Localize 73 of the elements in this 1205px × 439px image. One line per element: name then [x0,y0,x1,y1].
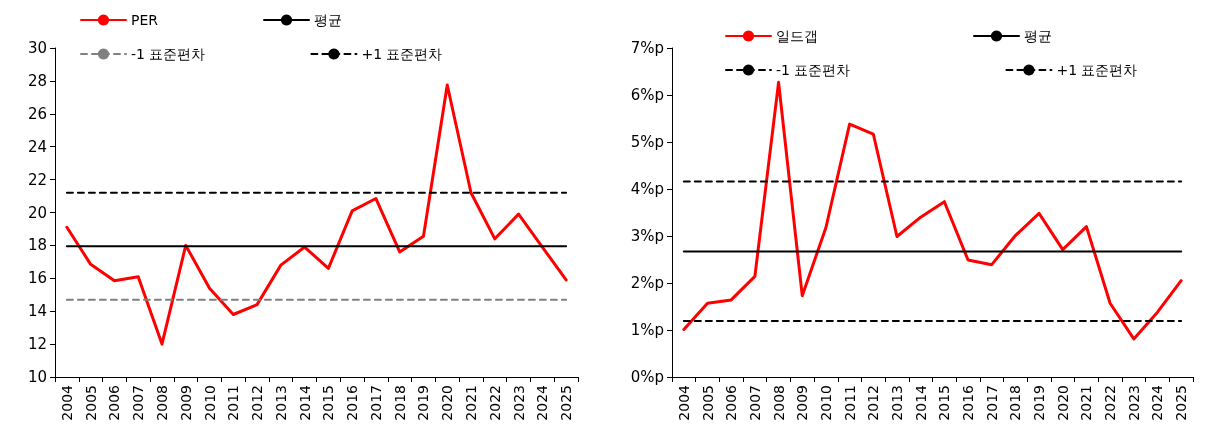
x-tick-label: 2019 [1031,385,1048,421]
y-tick-label: 22 [27,170,47,189]
x-tick-label: 2015 [936,385,953,421]
x-tick-label: 2013 [272,385,289,421]
legend-label: 평균 [314,12,343,28]
x-tick-label: 2020 [1054,385,1071,421]
x-tick-label: 2008 [770,385,787,421]
y-tick-label: 5%p [630,133,664,151]
x-tick-label: 2020 [439,385,456,421]
y-tick-label: 28 [27,71,47,90]
line-series [682,80,1183,341]
x-tick-label: 2011 [225,385,242,421]
x-tick-label: 2015 [320,385,337,421]
x-tick-label: 2016 [960,384,977,421]
x-tick-label: 2021 [463,385,480,421]
x-tick-label: 2006 [723,384,740,421]
y-tick-label: 14 [27,302,47,321]
x-tick-label: 2023 [1125,385,1142,421]
legend-label: -1 표준편차 [131,46,206,62]
x-tick-label: 2017 [983,385,1000,421]
legend-label: -1 표준편차 [776,62,851,78]
y-tick-label: 4%p [630,180,664,198]
y-tick-label: 10 [27,368,47,386]
x-tick-label: 2024 [1149,384,1166,421]
line-series [65,83,568,346]
x-tick-label: 2007 [746,385,763,421]
legend-label: 일드갭 [776,28,818,44]
y-tick-label: 16 [27,269,47,288]
x-tick-label: 2022 [1102,385,1119,421]
y-tick-label: 1%p [630,321,664,339]
x-tick-label: 2014 [296,384,313,421]
y-tick-label: 0%p [630,368,664,386]
x-tick-label: 2023 [510,385,527,421]
y-tick-label: 3%p [630,227,664,245]
x-tick-label: 2009 [177,385,194,421]
x-tick-label: 2018 [391,385,408,421]
x-tick-label: 2005 [699,385,716,421]
y-tick-label: 12 [27,335,47,354]
y-tick-label: 6%p [630,86,664,104]
x-tick-label: 2014 [912,384,929,421]
x-tick-label: 2004 [675,384,692,421]
x-tick-label: 2011 [841,385,858,421]
x-tick-label: 2021 [1078,385,1095,421]
x-tick-label: 2012 [249,385,266,421]
x-tick-label: 2022 [486,385,503,421]
x-tick-label: 2006 [106,384,123,421]
x-tick-label: 2012 [865,385,882,421]
x-tick-label: 2024 [534,384,551,421]
legend-label: +1 표준편차 [361,46,443,62]
x-tick-label: 2018 [1007,385,1024,421]
y-tick-label: 26 [27,104,47,123]
y-tick-label: 20 [27,203,47,222]
x-tick-label: 2025 [558,385,575,421]
x-tick-label: 2010 [817,385,834,421]
legend-label: 평균 [1024,28,1052,44]
x-tick-label: 2019 [415,385,432,421]
y-tick-label: 30 [27,39,47,57]
x-tick-label: 2017 [367,385,384,421]
x-tick-label: 2010 [201,385,218,421]
y-tick-label: 18 [27,236,47,255]
x-tick-label: 2009 [794,385,811,421]
x-tick-label: 2004 [58,384,75,421]
x-tick-label: 2007 [130,385,147,421]
x-tick-label: 2008 [153,385,170,421]
x-tick-label: 2005 [82,385,99,421]
y-tick-label: 7%p [630,39,664,57]
x-tick-label: 2016 [344,384,361,421]
x-tick-label: 2013 [888,385,905,421]
y-tick-label: 2%p [630,274,664,292]
legend-label: PER [131,12,159,28]
legend-label: +1 표준편차 [1056,62,1138,78]
y-tick-label: 24 [27,137,47,156]
x-tick-label: 2025 [1173,385,1190,421]
